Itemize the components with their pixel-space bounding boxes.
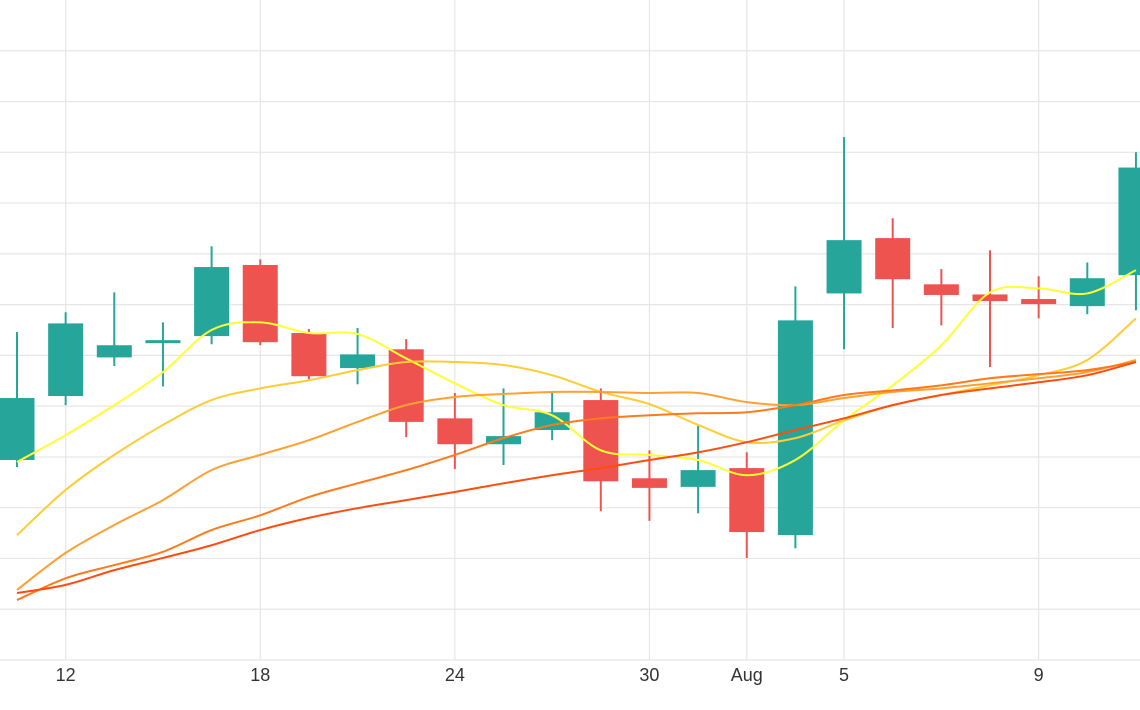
candle-body <box>534 412 570 431</box>
candle-body <box>242 265 278 343</box>
candle-body <box>1118 167 1140 276</box>
x-tick-label: 18 <box>250 665 270 685</box>
candle-body <box>826 240 862 294</box>
candle-body <box>1021 299 1057 305</box>
candle-body <box>729 468 765 533</box>
moving-average-line <box>16 269 1137 477</box>
candle-body <box>388 349 424 422</box>
x-tick-label: 12 <box>56 665 76 685</box>
candle-body <box>631 478 667 488</box>
candle-body <box>48 323 84 396</box>
x-tick-label: 9 <box>1034 665 1044 685</box>
candle-body <box>923 284 959 295</box>
candle-body <box>1069 278 1105 307</box>
candle-body <box>145 340 181 344</box>
moving-average-line <box>16 358 1137 591</box>
moving-average-line <box>16 361 1137 594</box>
candle-body <box>0 398 35 460</box>
candle-body <box>875 238 911 280</box>
candle-body <box>680 470 716 487</box>
x-tick-label: 24 <box>445 665 465 685</box>
candle-body <box>96 345 132 358</box>
x-tick-label: 30 <box>639 665 659 685</box>
candle-body <box>340 354 376 369</box>
x-tick-label: Aug <box>731 665 763 685</box>
moving-average-line <box>16 360 1137 602</box>
candle-body <box>437 418 473 445</box>
candle-body <box>972 294 1008 302</box>
candle-body <box>486 436 521 445</box>
candle-body <box>291 333 327 377</box>
x-tick-label: 5 <box>839 665 849 685</box>
